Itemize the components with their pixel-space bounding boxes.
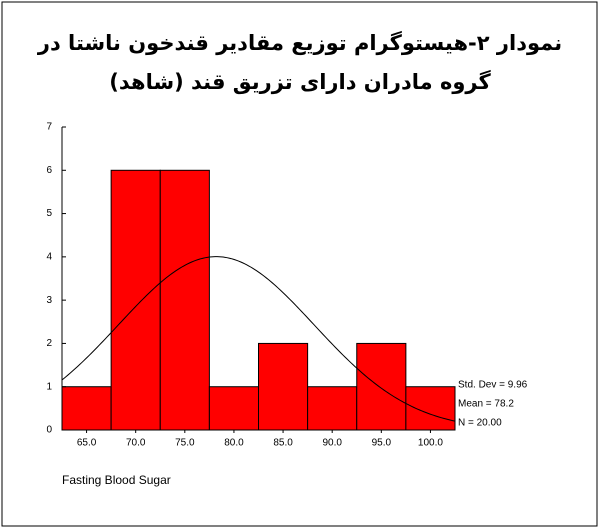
x-tick-label: 100.0 — [418, 438, 443, 449]
stat-label: Mean = 78.2 — [458, 399, 514, 410]
x-tick-label: 70.0 — [126, 438, 146, 449]
bar — [258, 342, 309, 431]
x-tick-label: 65.0 — [77, 438, 97, 449]
bar — [307, 386, 358, 431]
bar — [61, 386, 112, 431]
bar — [356, 342, 407, 431]
y-tick-label: 5 — [46, 208, 52, 219]
bar — [405, 386, 456, 431]
y-tick-label: 6 — [46, 165, 52, 176]
x-tick-label: 95.0 — [372, 438, 392, 449]
x-tick-label: 90.0 — [322, 438, 342, 449]
y-tick-label: 0 — [46, 425, 52, 436]
y-tick-label: 3 — [46, 295, 52, 306]
bar — [159, 169, 210, 431]
x-tick-label: 85.0 — [273, 438, 293, 449]
chart-title: گروه مادران دارای تزریق قند (شاهد) — [109, 69, 491, 94]
x-tick-label: 75.0 — [175, 438, 195, 449]
y-tick-label: 2 — [46, 338, 52, 349]
x-tick-label: 80.0 — [224, 438, 244, 449]
y-tick-label: 4 — [46, 251, 52, 262]
y-tick-label: 1 — [46, 381, 52, 392]
stat-label: Std. Dev = 9.96 — [458, 380, 528, 391]
normal-curve — [61, 256, 456, 422]
stat-label: N = 20.00 — [458, 418, 502, 429]
chart-title: نمودار ۲-هیستوگرام توزیع مقادیر قندخون ن… — [37, 30, 562, 55]
y-tick-label: 7 — [46, 122, 52, 133]
bar — [110, 169, 161, 431]
bar — [208, 386, 259, 431]
x-axis-label: Fasting Blood Sugar — [62, 473, 171, 487]
